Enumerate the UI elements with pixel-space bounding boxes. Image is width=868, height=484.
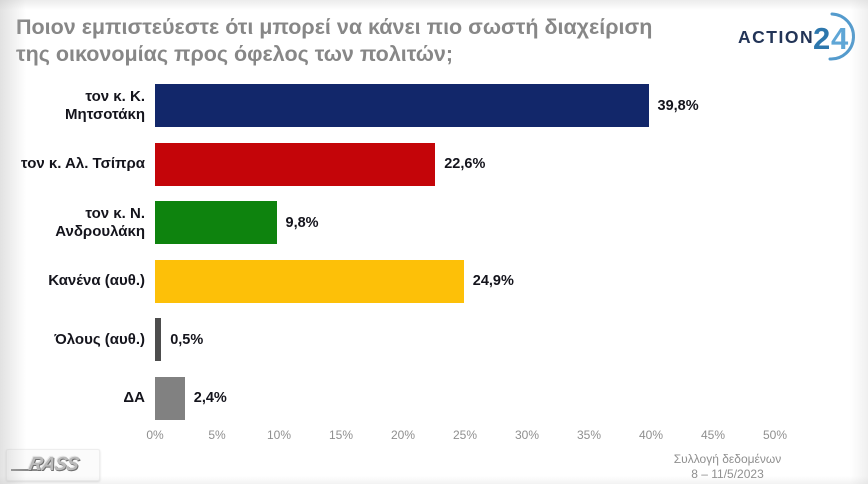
x-tick-label: 35% <box>576 428 602 442</box>
x-tick-label: 45% <box>700 428 726 442</box>
bar <box>155 259 464 303</box>
svg-text:2: 2 <box>813 21 830 56</box>
svg-text:ACTION: ACTION <box>738 27 814 47</box>
data-collection-note: Συλλογή δεδομένων 8 – 11/5/2023 <box>630 452 825 482</box>
bar <box>155 376 185 420</box>
x-tick-label: 40% <box>638 428 664 442</box>
bar <box>155 84 649 127</box>
page-title: Ποιον εμπιστεύεστε ότι μπορεί να κάνει π… <box>16 14 726 68</box>
x-tick-label: 25% <box>452 428 478 442</box>
bar <box>155 318 162 361</box>
x-tick-label: 5% <box>208 428 226 442</box>
rass-logo-text: RASS <box>26 454 80 475</box>
svg-text:4: 4 <box>831 21 849 56</box>
x-tick-label: 10% <box>266 428 292 442</box>
value-label: 2,4% <box>193 390 227 406</box>
category-label: Όλους (αυθ.) <box>54 330 145 348</box>
title-line2: της οικονομίας προς όφελος των πολιτών; <box>16 42 454 66</box>
title-line1: Ποιον εμπιστεύεστε ότι μπορεί να κάνει π… <box>16 15 653 39</box>
rass-logo-line <box>11 469 41 471</box>
action24-logo-icon: ACTION 2 4 <box>738 12 855 61</box>
x-tick-label: 0% <box>146 428 164 442</box>
category-label: τον κ. Αλ. Τσίπρα <box>20 155 145 172</box>
bar <box>155 142 436 186</box>
x-tick-label: 20% <box>390 428 416 442</box>
x-tick-label: 50% <box>762 428 788 442</box>
action24-logo: ACTION 2 4 <box>736 10 862 62</box>
rass-logo: RASS <box>6 449 100 481</box>
x-tick-label: 30% <box>514 428 540 442</box>
collection-label: Συλλογή δεδομένων <box>673 452 782 466</box>
x-tick-label: 15% <box>328 428 354 442</box>
category-label: ΔΑ <box>123 389 145 406</box>
value-label: 9,8% <box>285 214 319 231</box>
category-label: Κανένα (αυθ.) <box>48 272 145 289</box>
value-label: 22,6% <box>444 156 486 172</box>
bar <box>155 201 277 244</box>
collection-dates: 8 – 11/5/2023 <box>691 467 764 481</box>
value-label: 24,9% <box>472 273 514 289</box>
category-label: τον κ. Ν. Ανδρουλάκη <box>55 204 145 240</box>
value-label: 0,5% <box>170 331 204 348</box>
value-label: 39,8% <box>657 97 699 114</box>
category-label: τον κ. Κ. Μητσοτάκη <box>65 87 145 123</box>
